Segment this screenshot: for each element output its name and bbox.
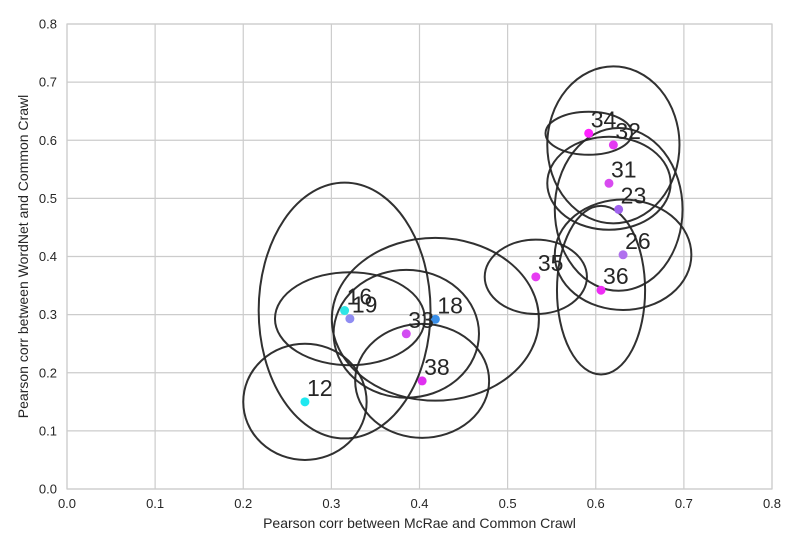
y-tick-labels: 0.0 0.1 0.2 0.3 0.4 0.5 0.6 0.7 0.8: [39, 17, 57, 497]
x-tick-label: 0.1: [146, 496, 164, 511]
ellipse-33: [332, 268, 480, 399]
point-label-18: 18: [437, 292, 463, 318]
x-tick-label: 0.8: [763, 496, 781, 511]
x-tick-label: 0.0: [58, 496, 76, 511]
point-layer: [300, 128, 628, 407]
point-label-12: 12: [307, 375, 333, 401]
point-label-26: 26: [625, 228, 651, 254]
point-label-19: 19: [352, 292, 378, 318]
point-36: [596, 285, 606, 295]
ellipse-16: [257, 181, 432, 440]
x-axis-label: Pearson corr between McRae and Common Cr…: [263, 515, 576, 531]
point-label-33: 33: [408, 307, 434, 333]
point-26: [618, 250, 628, 260]
point-label-34: 34: [591, 106, 617, 132]
plot-frame: [66, 23, 773, 490]
y-tick-label: 0.2: [39, 365, 57, 380]
y-tick-label: 0.0: [39, 482, 57, 497]
x-tick-labels: 0.0 0.1 0.2 0.3 0.4 0.5 0.6 0.7 0.8: [58, 496, 781, 511]
point-18: [430, 314, 440, 324]
y-tick-label: 0.4: [39, 249, 57, 264]
point-label-38: 38: [424, 354, 450, 380]
ellipse-36: [555, 204, 647, 376]
point-32: [608, 140, 618, 150]
y-axis-label: Pearson corr between WordNet and Common …: [15, 95, 31, 418]
ellipse-38: [354, 322, 491, 439]
ellipse-23: [553, 127, 684, 292]
point-31: [604, 178, 614, 188]
y-tick-label: 0.7: [39, 75, 57, 90]
ellipse-34: [544, 110, 633, 156]
x-tick-label: 0.2: [234, 496, 252, 511]
point-38: [417, 376, 427, 386]
ellipse-18: [330, 236, 540, 402]
ellipse-26: [553, 198, 693, 311]
point-23: [614, 204, 624, 214]
x-tick-label: 0.4: [410, 496, 428, 511]
point-35: [531, 272, 541, 282]
point-34: [584, 128, 594, 138]
ellipse-32: [546, 65, 681, 225]
x-tick-label: 0.5: [499, 496, 517, 511]
y-tick-label: 0.5: [39, 191, 57, 206]
y-tick-label: 0.3: [39, 307, 57, 322]
point-label-31: 31: [611, 156, 637, 182]
y-tick-label: 0.1: [39, 423, 57, 438]
grid: [66, 23, 773, 490]
y-tick-label: 0.6: [39, 133, 57, 148]
point-label-36: 36: [603, 263, 629, 289]
point-label-16: 16: [347, 284, 373, 310]
point-19: [345, 314, 355, 324]
point-33: [401, 329, 411, 339]
point-label-32: 32: [615, 118, 641, 144]
point-16: [340, 306, 350, 316]
ellipse-12: [242, 342, 368, 461]
y-tick-label: 0.8: [39, 17, 57, 32]
x-tick-label: 0.7: [675, 496, 693, 511]
point-label-35: 35: [538, 250, 564, 276]
ellipse-layer: [242, 65, 693, 461]
ellipse-35: [483, 238, 588, 316]
point-12: [300, 397, 310, 407]
x-tick-label: 0.3: [322, 496, 340, 511]
point-label-23: 23: [621, 182, 647, 208]
x-tick-label: 0.6: [587, 496, 605, 511]
